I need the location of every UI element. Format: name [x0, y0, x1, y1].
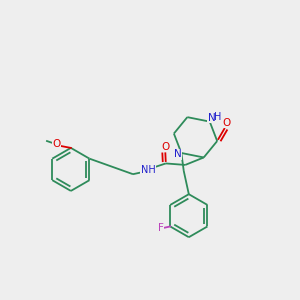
- Text: NH: NH: [140, 165, 155, 175]
- Text: O: O: [52, 139, 60, 149]
- Text: O: O: [161, 142, 170, 152]
- Text: H: H: [214, 112, 222, 122]
- Text: N: N: [208, 113, 216, 123]
- Text: F: F: [158, 223, 164, 232]
- Text: N: N: [174, 149, 181, 159]
- Text: O: O: [222, 118, 231, 128]
